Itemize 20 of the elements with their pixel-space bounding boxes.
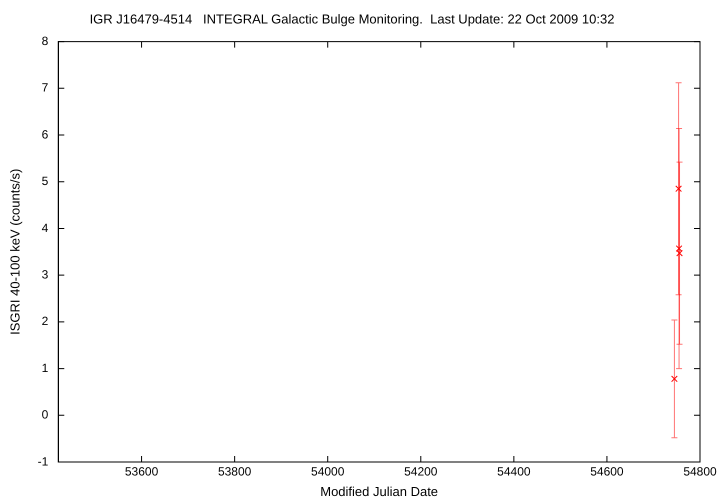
x-tick-label: 54200 [404, 464, 438, 479]
y-tick-label: 5 [42, 174, 49, 188]
y-tick-label: 0 [42, 408, 49, 422]
x-tick-label: 54600 [590, 464, 624, 479]
y-tick-label: 1 [42, 360, 49, 375]
y-tick-label: 2 [42, 314, 49, 328]
x-axis-title: Modified Julian Date [320, 484, 438, 499]
x-tick-label: 53600 [124, 464, 159, 479]
y-tick-label: 6 [42, 127, 49, 142]
y-tick-label: 3 [42, 267, 49, 282]
x-tick-label: 54400 [497, 464, 531, 479]
x-tick-label: 54000 [311, 464, 345, 479]
x-tick-label: 53800 [218, 464, 252, 479]
y-tick-label: 4 [42, 220, 49, 235]
y-tick-label: 7 [42, 80, 49, 95]
y-axis-title: ISGRI 40-100 keV (counts/s) [7, 168, 22, 335]
y-tick-label: -1 [38, 454, 49, 468]
x-tick-label: 54800 [683, 464, 718, 479]
chart-title: IGR J16479-4514 INTEGRAL Galactic Bulge Monitoring. Last Update: 22 Oct 2009 10:32 [90, 11, 614, 26]
y-tick-label: 8 [42, 34, 49, 48]
